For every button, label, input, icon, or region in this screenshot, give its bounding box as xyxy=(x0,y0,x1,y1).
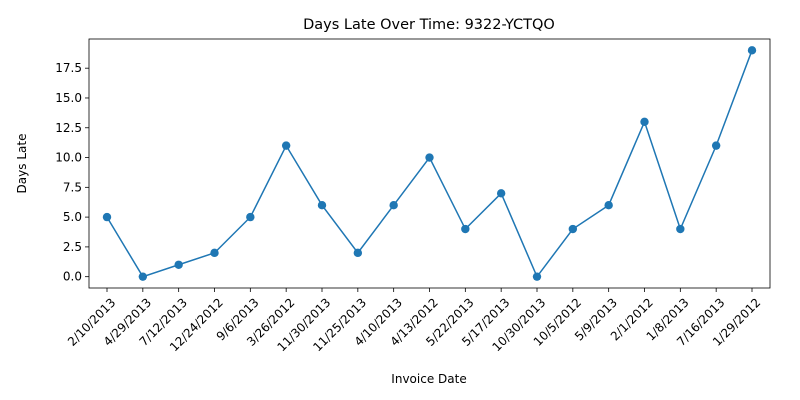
data-point xyxy=(676,224,685,234)
x-axis-label: Invoice Date xyxy=(391,372,466,386)
data-point xyxy=(353,248,363,258)
data-point xyxy=(425,153,434,162)
data-point xyxy=(604,200,613,210)
data-point xyxy=(532,272,542,281)
data-point xyxy=(496,189,506,198)
data-point xyxy=(246,212,255,222)
y-tick-label: 0.0 xyxy=(63,270,82,284)
data-point xyxy=(461,224,470,234)
y-tick-label: 10.0 xyxy=(55,151,82,165)
y-axis-label: Days Late xyxy=(15,134,29,194)
series-days-late xyxy=(102,46,757,281)
y-tick-label: 17.5 xyxy=(55,61,82,75)
data-point xyxy=(568,224,578,234)
data-point xyxy=(389,200,398,210)
y-tick-label: 15.0 xyxy=(55,91,82,105)
data-point xyxy=(210,248,219,258)
data-point xyxy=(640,117,649,127)
data-point xyxy=(281,141,291,150)
data-point xyxy=(138,272,148,281)
y-tick-label: 7.5 xyxy=(63,180,82,194)
y-tick-label: 12.5 xyxy=(55,121,82,135)
data-point xyxy=(102,212,112,222)
y-tick-label: 2.5 xyxy=(63,240,82,254)
data-point xyxy=(174,260,183,269)
x-axis: 2/10/20134/29/20137/12/201312/24/20129/6… xyxy=(65,288,763,354)
data-point xyxy=(317,200,327,210)
data-point xyxy=(711,141,721,150)
data-point xyxy=(747,46,757,55)
y-axis: 0.0 2.5 5.0 7.5 10.0 12.5 15.0 17.5 xyxy=(55,61,89,284)
y-tick-label: 5.0 xyxy=(63,210,82,224)
chart-title: Days Late Over Time: 9322-YCTQO xyxy=(303,17,555,33)
